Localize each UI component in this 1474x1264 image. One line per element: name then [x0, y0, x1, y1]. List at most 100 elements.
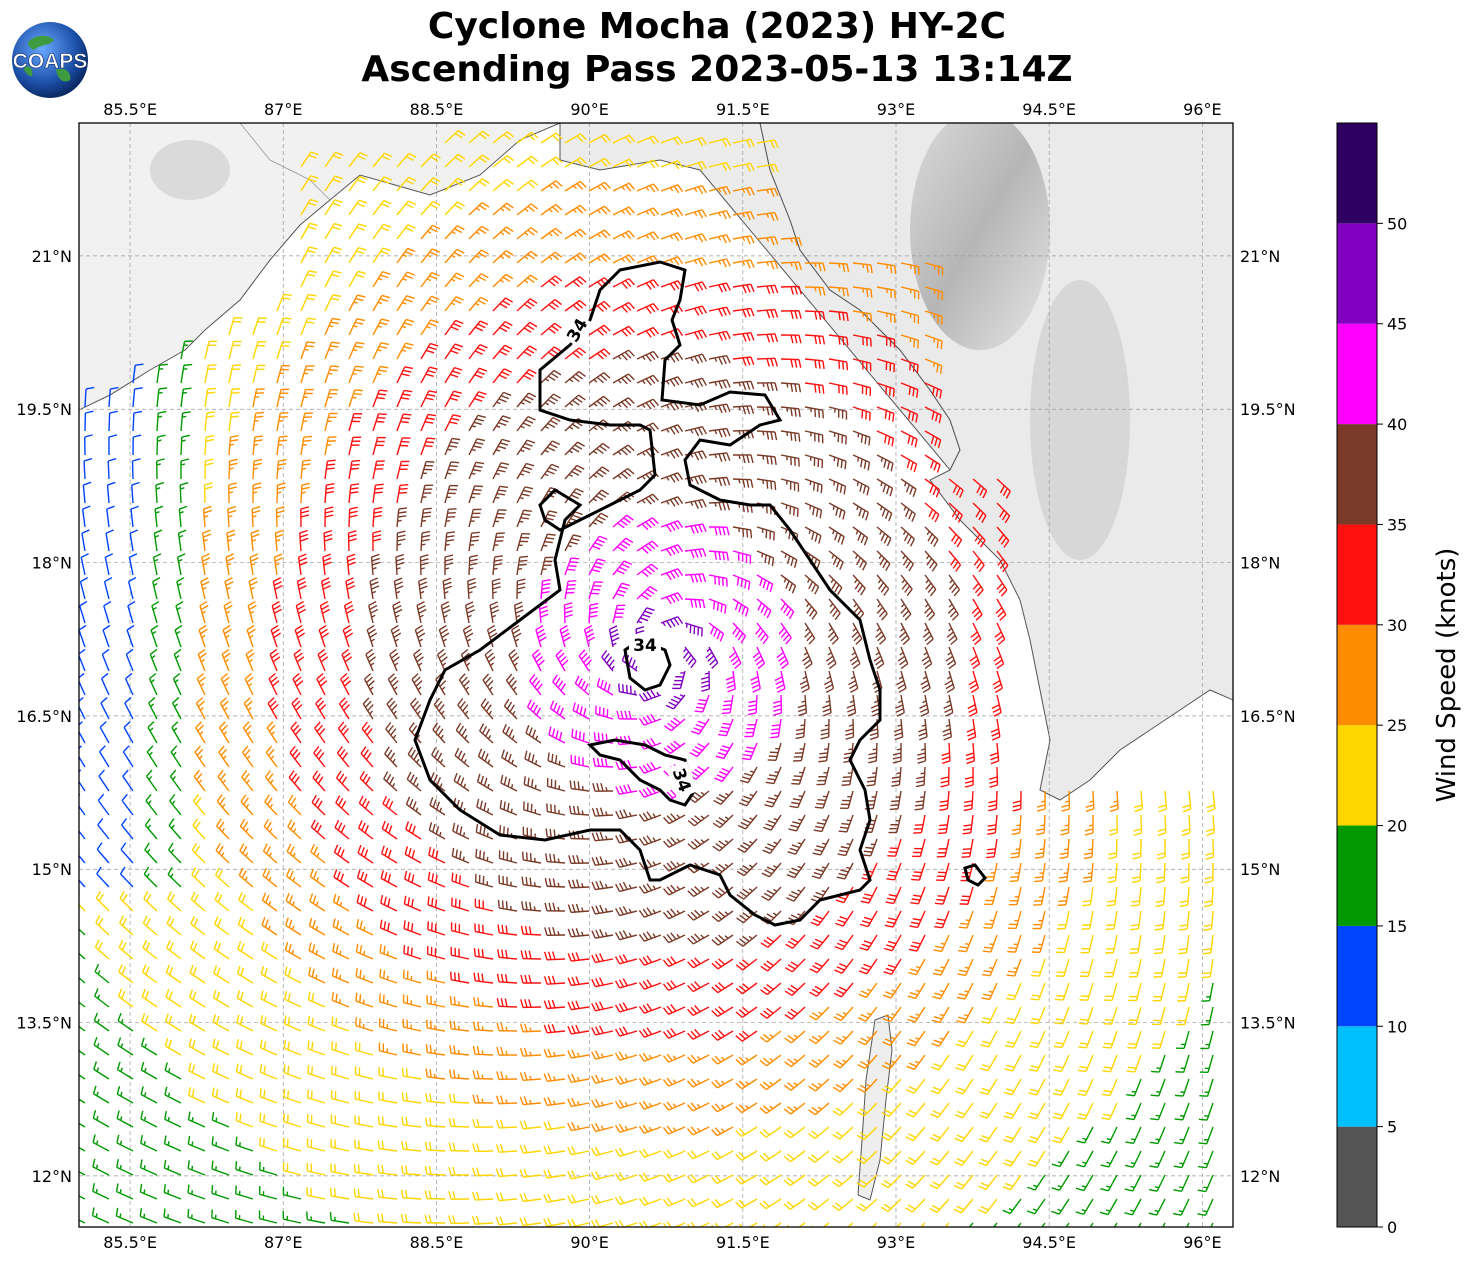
wind-barb: [636, 135, 660, 145]
wind-barb: [492, 344, 513, 360]
wind-barb: [876, 334, 896, 348]
tick-label: 96°E: [1183, 100, 1221, 119]
wind-barb: [540, 227, 563, 240]
wind-barb: [756, 236, 779, 246]
colorbar-tick-label: 0: [1387, 1218, 1397, 1237]
colorbar-bin: [1337, 1026, 1377, 1127]
wind-barb: [828, 286, 850, 297]
wind-barb: [180, 340, 193, 360]
colorbar-tick-label: 45: [1387, 315, 1407, 334]
wind-barb: [180, 363, 193, 384]
lat-tick-labels-right: 21°N 19.5°N 18°N 16.5°N 15°N 13.5°N 12°N: [1240, 247, 1296, 1186]
wind-barb: [348, 152, 368, 168]
wind-barb: [804, 334, 826, 345]
wind-barb: [468, 296, 489, 312]
wind-barb: [732, 186, 755, 197]
wind-barb: [468, 225, 490, 240]
wind-barb: [684, 257, 708, 267]
wind-barb: [756, 260, 779, 270]
tick-label: 94.5°E: [1022, 1233, 1076, 1252]
tick-label: 21°N: [32, 247, 72, 266]
colorbar-tick-label: 40: [1387, 415, 1407, 434]
wind-barb: [540, 275, 563, 288]
tick-label: 88.5°E: [410, 1233, 464, 1252]
wind-barb: [660, 136, 684, 146]
tick-label: 91.5°E: [716, 100, 770, 119]
wind-barb: [372, 176, 392, 192]
tick-label: 90°E: [570, 1233, 608, 1252]
wind-barb: [300, 198, 319, 216]
wind-barb: [468, 273, 489, 288]
wind-barb: [852, 286, 873, 298]
wind-barb: [684, 353, 708, 364]
tick-label: 15°N: [32, 860, 72, 879]
wind-barb: [420, 177, 441, 192]
wind-barb: [636, 159, 660, 169]
tick-label: 93°E: [877, 1233, 915, 1252]
tick-label: 16.5°N: [16, 707, 72, 726]
wind-barb: [444, 130, 466, 144]
wind-barb: [588, 348, 611, 360]
tick-label: 93°E: [877, 100, 915, 119]
wind-barb: [468, 130, 490, 144]
wind-barb: [756, 187, 779, 197]
lon-tick-labels-bottom: 85.5°E 87°E 88.5°E 90°E 91.5°E 93°E 94.5°E 96°E: [103, 1233, 1221, 1252]
wind-barb: [516, 203, 539, 216]
wind-barb: [732, 307, 755, 318]
wind-barb: [564, 133, 587, 144]
wind-barb: [468, 320, 489, 336]
colorbar-tick-label: 50: [1387, 214, 1407, 233]
wind-barb: [708, 354, 731, 365]
wind-barb: [348, 294, 366, 312]
wind-barb: [396, 200, 417, 216]
tick-label: 87°E: [264, 1233, 302, 1252]
wind-barb: [564, 299, 587, 312]
tick-label: 15°N: [1240, 860, 1280, 879]
wind-barb: [612, 230, 635, 240]
wind-barb: [300, 222, 318, 240]
wind-barb: [276, 317, 292, 336]
wind-barb: [492, 178, 514, 192]
wind-barb: [300, 151, 319, 168]
wind-barb: [492, 226, 514, 240]
wind-barb: [492, 202, 514, 216]
wind-barb: [924, 358, 943, 374]
wind-barb: [396, 342, 414, 360]
wind-barb: [684, 136, 708, 147]
wind-barb: [780, 285, 802, 295]
wind-barb: [636, 183, 660, 193]
wind-barb: [300, 270, 317, 288]
wind-barb: [348, 223, 367, 240]
wind-barb: [348, 341, 365, 360]
wind-barb: [756, 357, 778, 367]
terrain-highland: [150, 140, 230, 200]
wind-barb: [708, 210, 731, 220]
wind-barb: [396, 152, 417, 168]
wind-barb: [612, 278, 635, 290]
wind-barb: [804, 286, 826, 296]
wind-barb: [324, 317, 341, 336]
wind-barb: [420, 248, 440, 264]
wind-barb: [804, 358, 825, 370]
wind-barb: [324, 151, 344, 168]
wind-barb: [756, 139, 779, 149]
wind-barb: [924, 262, 944, 276]
wind-barb: [372, 223, 392, 240]
wind-barb: [372, 152, 393, 168]
wind-barb: [540, 322, 562, 336]
colorbar-tick-label: 5: [1387, 1118, 1397, 1137]
wind-barb: [804, 262, 826, 272]
wind-barb: [804, 310, 826, 321]
wind-barb: [588, 253, 611, 264]
wind-barb: [228, 340, 242, 360]
wind-barb: [612, 254, 635, 264]
wind-barb: [708, 185, 731, 196]
wind-barb: [444, 201, 465, 216]
wind-barb: [564, 228, 587, 240]
colorbar-bin: [1337, 223, 1377, 324]
wind-barb: [204, 364, 217, 384]
colorbar-bin: [1337, 925, 1377, 1027]
wind-barb: [516, 274, 538, 288]
colorbar-tick-label: 30: [1387, 616, 1407, 635]
wind-barb: [564, 157, 587, 168]
